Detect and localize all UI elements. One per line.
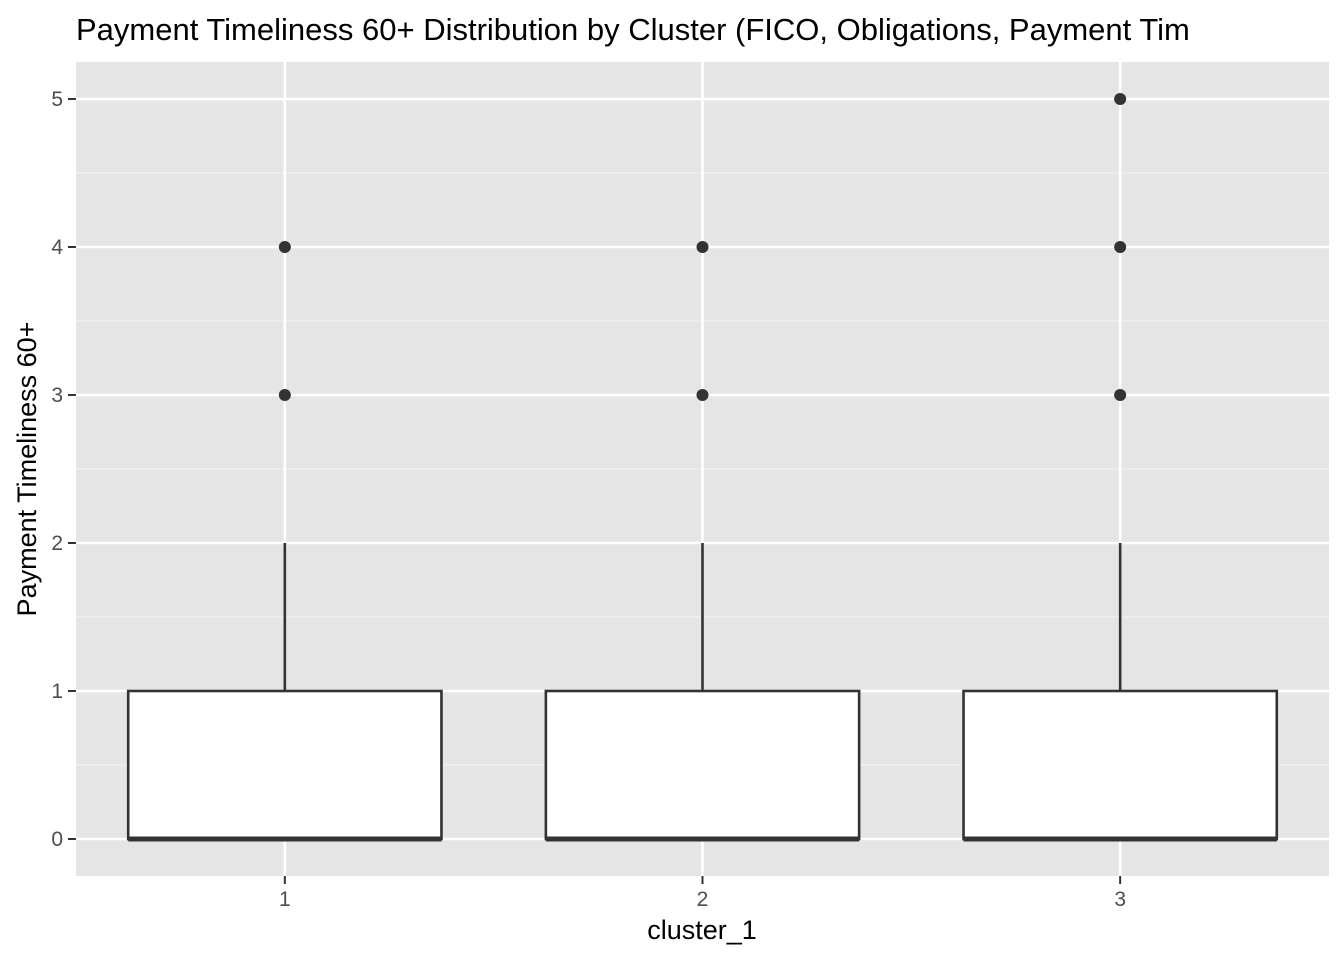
box-cluster-2 — [544, 241, 861, 842]
outlier-point — [1114, 389, 1127, 401]
x-axis-title: cluster_1 — [647, 915, 757, 945]
x-axis: 1 2 3 — [279, 876, 1126, 911]
box-cluster-3 — [962, 93, 1279, 842]
x-tick-label: 2 — [697, 888, 709, 911]
y-tick-label: 5 — [51, 88, 63, 111]
box-iqr — [126, 689, 443, 841]
outlier-point — [278, 241, 291, 253]
outlier-point — [696, 241, 709, 253]
x-tick-label: 3 — [1114, 888, 1126, 911]
box-iqr — [544, 689, 861, 841]
outlier-point — [1114, 93, 1127, 105]
outlier-point — [1114, 241, 1127, 253]
y-tick-label: 3 — [51, 384, 63, 407]
box-cluster-1 — [126, 241, 443, 842]
box-iqr — [962, 689, 1279, 841]
y-tick-label: 0 — [51, 828, 63, 851]
y-tick-label: 2 — [51, 532, 63, 555]
x-tick-label: 1 — [279, 888, 291, 911]
y-tick-label: 4 — [51, 236, 63, 259]
y-axis: 0 1 2 3 4 5 — [51, 88, 76, 851]
outlier-point — [696, 389, 709, 401]
chart-title: Payment Timeliness 60+ Distribution by C… — [76, 12, 1190, 47]
y-tick-label: 1 — [51, 680, 63, 703]
box-layer — [126, 93, 1279, 842]
y-axis-title: Payment Timeliness 60+ — [12, 322, 42, 617]
outlier-point — [278, 389, 291, 401]
